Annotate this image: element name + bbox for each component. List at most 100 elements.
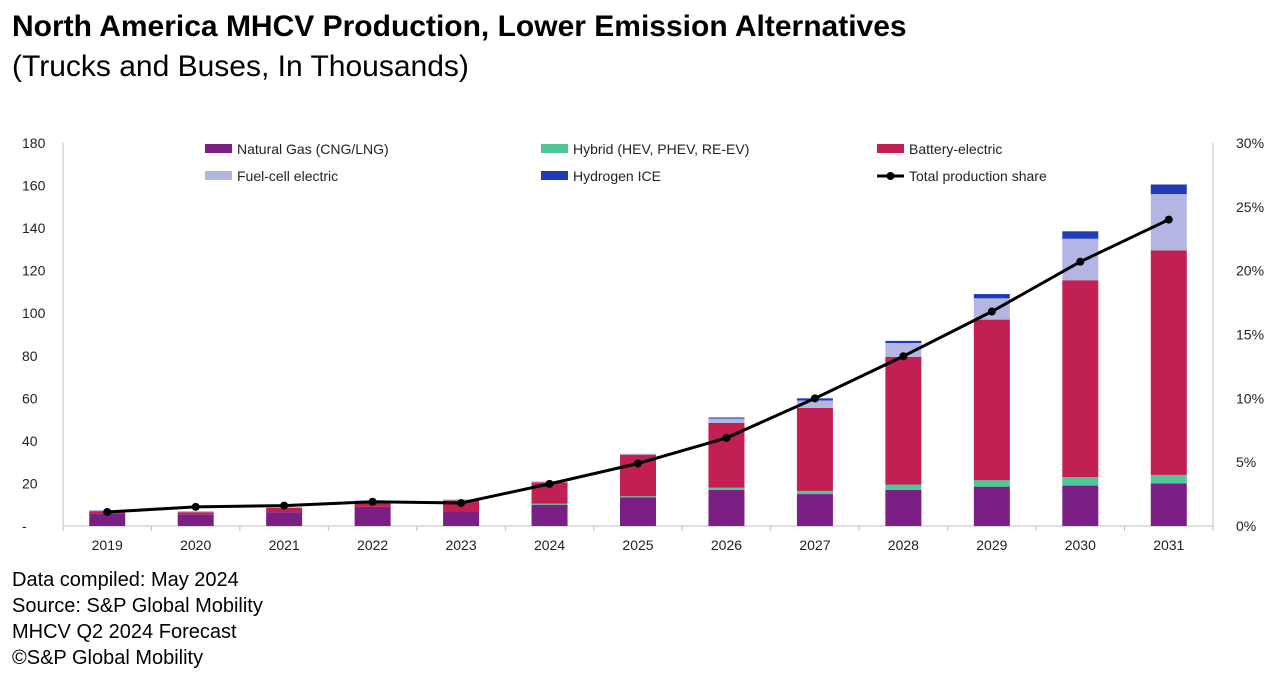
bars-layer [89, 184, 1187, 526]
share-point [899, 352, 908, 361]
bar-segment [1062, 485, 1099, 526]
legend-item: Fuel-cell electric [205, 168, 338, 184]
legend-item: Hybrid (HEV, PHEV, RE-EV) [541, 141, 749, 157]
y-tick-label: 160 [22, 178, 46, 194]
bar-segment [973, 294, 1010, 299]
legend-item: Battery-electric [877, 141, 1002, 157]
chart-footer: Data compiled: May 2024 Source: S&P Glob… [12, 567, 263, 671]
x-tick-label: 2028 [888, 537, 919, 553]
bar-segment [973, 319, 1010, 481]
legend-label: Battery-electric [909, 141, 1002, 157]
share-point [722, 433, 731, 442]
footer-compiled: Data compiled: May 2024 [12, 569, 239, 591]
legend-swatch [541, 144, 568, 153]
y-tick-label: 100 [22, 305, 46, 321]
bar-segment [885, 340, 922, 344]
share-point [810, 394, 819, 403]
bar-segment [885, 343, 922, 357]
x-tick-label: 2020 [180, 537, 211, 553]
bar-segment [443, 511, 480, 526]
x-tick-label: 2029 [976, 537, 1007, 553]
bar-segment [531, 482, 568, 504]
legend-label: Total production share [909, 168, 1047, 184]
legend-label: Hydrogen ICE [573, 168, 661, 184]
chart-title: North America MHCV Production, Lower Emi… [12, 10, 907, 43]
footer-forecast: MHCV Q2 2024 Forecast [12, 621, 237, 643]
bar-segment [531, 503, 568, 505]
share-point [191, 502, 200, 511]
y2-tick-label: 30% [1236, 135, 1264, 151]
bar-segment [531, 504, 568, 526]
bar-segment [796, 400, 833, 408]
chart-subtitle: (Trucks and Buses, In Thousands) [12, 50, 469, 83]
bar-segment [620, 496, 656, 498]
bar-segment [973, 480, 1010, 487]
x-tick-label: 2031 [1153, 537, 1184, 553]
bar-segment [885, 489, 922, 526]
share-point [368, 497, 377, 506]
y2-tick-label: 5% [1236, 454, 1256, 470]
bar-segment [1150, 483, 1187, 526]
bar-segment [1062, 280, 1099, 478]
x-tick-label: 2026 [711, 537, 742, 553]
bar-segment [708, 417, 745, 419]
share-point [103, 507, 112, 516]
x-tick-label: 2027 [799, 537, 830, 553]
y-tick-label: - [22, 518, 27, 534]
bar-segment [1150, 474, 1187, 484]
y2-tick-label: 20% [1236, 263, 1264, 279]
y2-tick-label: 0% [1236, 518, 1256, 534]
bar-segment [708, 487, 745, 490]
axes-layer: - 20 40 60 80 100 120 140 160 180 0% 5% 10% 15% 20% 25%… [22, 135, 1264, 553]
legend-item: Hydrogen ICE [541, 168, 661, 184]
share-point [545, 479, 554, 488]
bar-segment [885, 484, 922, 490]
y2-tick-label: 15% [1236, 327, 1264, 343]
bar-segment [1062, 477, 1099, 486]
x-tick-label: 2030 [1065, 537, 1096, 553]
bar-segment [177, 511, 214, 513]
bar-segment [89, 513, 126, 526]
legend-label: Natural Gas (CNG/LNG) [237, 141, 389, 157]
bar-segment [354, 506, 391, 526]
bar-segment [885, 356, 922, 485]
share-point [457, 499, 466, 508]
x-tick-label: 2022 [357, 537, 388, 553]
y-tick-label: 40 [22, 433, 38, 449]
bar-segment [708, 418, 745, 423]
y2-tick-label: 25% [1236, 199, 1264, 215]
bar-segment [1150, 184, 1187, 195]
x-tick-label: 2021 [269, 537, 300, 553]
y-tick-label: 140 [22, 220, 46, 236]
share-point [987, 307, 996, 316]
bar-segment [177, 514, 214, 526]
legend-item: Natural Gas (CNG/LNG) [205, 141, 389, 157]
x-tick-label: 2025 [622, 537, 653, 553]
x-tick-label: 2023 [445, 537, 476, 553]
stacked-bar-chart: - 20 40 60 80 100 120 140 160 180 0% 5% 10% 15% 20% 25%… [22, 135, 1264, 553]
bar-segment [266, 507, 303, 513]
bar-segment [973, 486, 1010, 526]
legend-swatch [205, 144, 232, 153]
legend-swatch [877, 144, 904, 153]
bar-segment [1062, 231, 1099, 239]
legend-label: Hybrid (HEV, PHEV, RE-EV) [573, 141, 749, 157]
legend-swatch [541, 171, 568, 180]
legend-item: Total production share [877, 168, 1047, 184]
legend-label: Fuel-cell electric [237, 168, 338, 184]
y2-tick-label: 10% [1236, 390, 1264, 406]
y-tick-label: 60 [22, 390, 38, 406]
y-tick-label: 80 [22, 348, 38, 364]
legend-marker [886, 172, 895, 180]
bar-segment [796, 494, 833, 526]
bar-segment [620, 497, 656, 526]
legend-swatch [205, 171, 232, 180]
bar-segment [1150, 250, 1187, 475]
y-tick-label: 120 [22, 263, 46, 279]
legend-layer: Natural Gas (CNG/LNG) Hybrid (HEV, PHEV, … [205, 141, 1047, 184]
share-point [280, 501, 289, 510]
share-point [1076, 257, 1085, 266]
footer-copyright: ©S&P Global Mobility [12, 647, 204, 669]
footer-source: Source: S&P Global Mobility [12, 595, 263, 617]
bar-segment [620, 453, 656, 455]
